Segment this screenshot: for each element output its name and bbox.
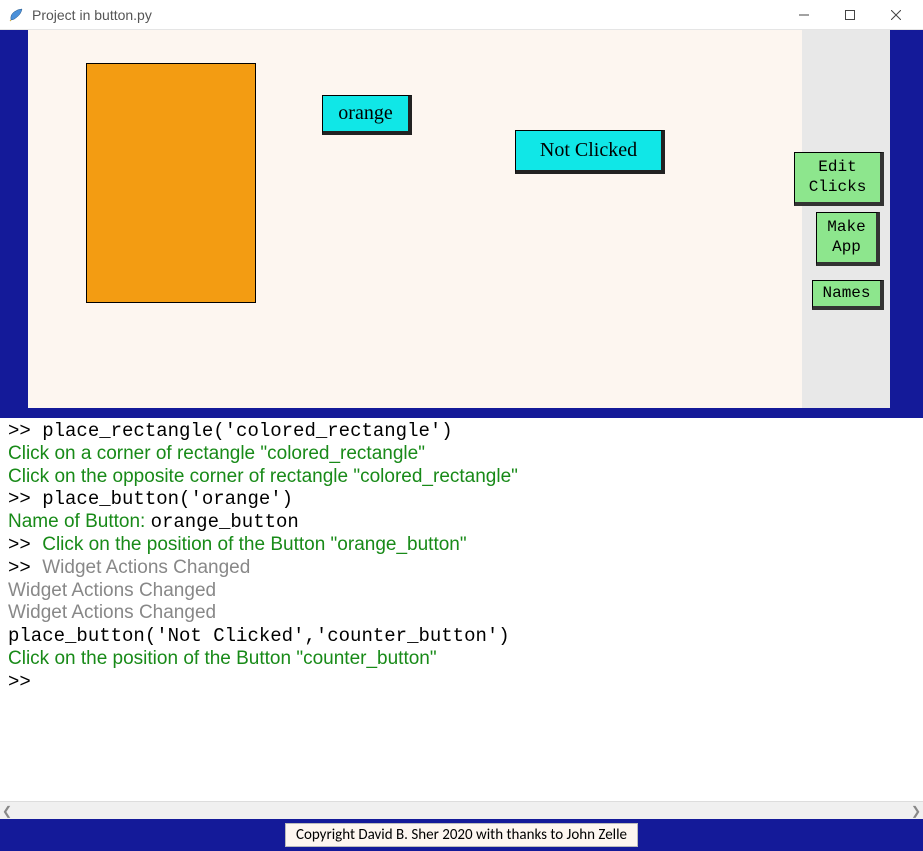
minimize-button[interactable]	[781, 0, 827, 30]
console-line: Name of Button: orange_button	[8, 511, 917, 534]
window-title: Project in button.py	[32, 7, 152, 23]
counter-button-label: Not Clicked	[540, 139, 637, 162]
console-line: >> Click on the position of the Button "…	[8, 534, 917, 557]
console-area: >> place_rectangle('colored_rectangle')C…	[0, 418, 923, 819]
names-button[interactable]: Names	[812, 280, 884, 310]
console-line: >>	[8, 671, 917, 694]
make-app-label: Make App	[827, 218, 865, 256]
console-line: Click on the opposite corner of rectangl…	[8, 466, 917, 489]
window-titlebar: Project in button.py	[0, 0, 923, 30]
names-label: Names	[822, 284, 870, 303]
console-line: >> Widget Actions Changed	[8, 557, 917, 580]
console-line: >> place_button('orange')	[8, 488, 917, 511]
scroll-left-icon[interactable]: ❮	[2, 804, 12, 818]
edit-clicks-label: Edit Clicks	[809, 158, 867, 196]
app-icon	[8, 7, 24, 23]
colored-rectangle	[86, 63, 256, 303]
console-line: >> place_rectangle('colored_rectangle')	[8, 420, 917, 443]
copyright-label: Copyright David B. Sher 2020 with thanks…	[285, 823, 638, 847]
console-line: Click on the position of the Button "cou…	[8, 648, 917, 671]
scroll-right-icon[interactable]: ❯	[911, 804, 921, 818]
console-scrollbar[interactable]: ❮ ❯	[0, 801, 923, 819]
console-output: >> place_rectangle('colored_rectangle')C…	[0, 418, 923, 801]
side-panel: Edit Clicks Make App Names	[802, 30, 890, 408]
make-app-button[interactable]: Make App	[816, 212, 880, 266]
edit-clicks-button[interactable]: Edit Clicks	[794, 152, 884, 206]
canvas-area: orange Not Clicked Edit Clicks Make App …	[28, 30, 890, 408]
close-button[interactable]	[873, 0, 919, 30]
footer: Copyright David B. Sher 2020 with thanks…	[0, 819, 923, 851]
console-line: place_button('Not Clicked','counter_butt…	[8, 625, 917, 648]
app-frame: orange Not Clicked Edit Clicks Make App …	[0, 30, 923, 851]
console-line: Widget Actions Changed	[8, 602, 917, 625]
console-line: Widget Actions Changed	[8, 580, 917, 603]
orange-button[interactable]: orange	[322, 95, 412, 135]
maximize-button[interactable]	[827, 0, 873, 30]
orange-button-label: orange	[338, 102, 392, 125]
console-line: Click on a corner of rectangle "colored_…	[8, 443, 917, 466]
counter-button[interactable]: Not Clicked	[515, 130, 665, 174]
